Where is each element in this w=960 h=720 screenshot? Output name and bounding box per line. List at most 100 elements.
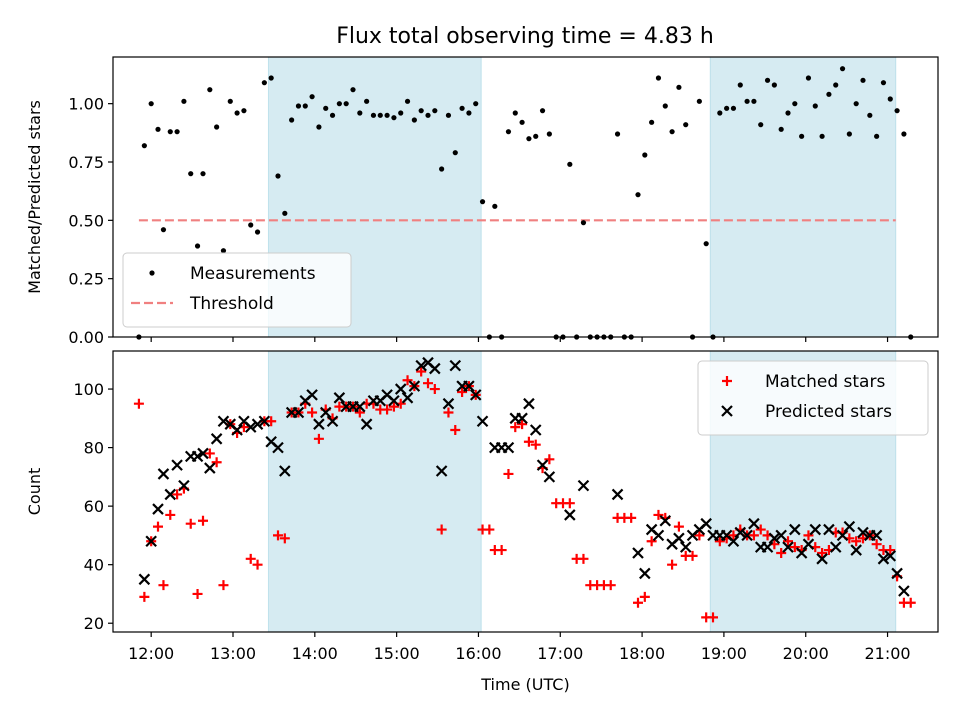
measurement-point <box>512 110 518 116</box>
measurement-point <box>181 98 187 104</box>
measurement-point <box>200 171 206 177</box>
matched-star-marker <box>354 407 365 418</box>
x-tick-label: 21:00 <box>864 644 910 663</box>
measurement-point <box>227 98 233 104</box>
predicted-star-marker <box>476 415 489 428</box>
matched-star-marker <box>639 591 650 602</box>
predicted-star-marker <box>816 553 828 565</box>
shaded-interval <box>709 56 897 338</box>
predicted-star-marker <box>516 412 528 425</box>
x-tick-label: 13:00 <box>210 644 256 663</box>
matched-star-marker <box>783 536 793 547</box>
predicted-star-marker <box>659 514 672 527</box>
matched-star-marker <box>694 530 705 541</box>
matched-star-marker <box>885 545 896 556</box>
predicted-star-marker <box>543 471 556 483</box>
matched-star-marker <box>517 419 528 430</box>
matched-star-marker <box>503 468 514 479</box>
y-tick-label: 20 <box>84 614 104 633</box>
x-tick-label: 15:00 <box>374 644 420 663</box>
measurement-point <box>751 98 757 104</box>
measurement-point <box>649 119 655 125</box>
predicted-star-marker <box>775 529 787 542</box>
matched-star-marker <box>211 457 222 468</box>
measurement-point <box>703 241 709 247</box>
measurement-point <box>336 101 342 107</box>
measurement-point <box>425 112 431 118</box>
matched-star-marker <box>817 547 828 558</box>
measurement-point <box>839 66 846 72</box>
measurement-point <box>669 129 675 135</box>
predicted-star-marker <box>251 418 264 430</box>
predicted-star-marker <box>138 573 151 586</box>
measurement-point <box>248 222 254 228</box>
measurement-point <box>505 129 512 135</box>
predicted-star-marker <box>809 523 822 536</box>
top-panel: 0.00 0.25 0.50 0.75 1.00 Matched/Predicted st… <box>25 56 939 347</box>
matched-star-marker <box>484 524 495 535</box>
predicted-star-marker <box>463 380 475 392</box>
predicted-star-marker <box>217 415 230 428</box>
y-tick-label: 0.25 <box>68 270 104 289</box>
measurement-point <box>466 110 472 116</box>
x-tick-label: 19:00 <box>701 644 747 663</box>
predicted-star-marker <box>564 509 576 521</box>
predicted-star-marker <box>306 389 318 401</box>
measurement-point <box>254 229 261 235</box>
matched-star-marker <box>633 597 643 608</box>
measurement-point <box>655 75 662 81</box>
measurement-point <box>155 126 161 132</box>
predicted-star-marker <box>523 397 535 410</box>
measurement-point <box>737 82 743 88</box>
matched-star-marker <box>496 545 507 556</box>
legend-label: Predicted stars <box>765 402 892 422</box>
predicted-star-marker <box>577 479 590 492</box>
predicted-star-marker <box>394 383 407 395</box>
predicted-star-marker <box>258 415 271 428</box>
predicted-star-marker <box>204 462 216 474</box>
measurement-point <box>268 75 274 81</box>
matched-star-marker <box>687 550 698 561</box>
measurement-point <box>302 103 308 109</box>
predicted-star-marker <box>857 526 869 539</box>
matched-star-marker <box>307 407 318 418</box>
predicted-star-marker <box>877 553 890 565</box>
measurement-point <box>758 122 764 128</box>
measurement-point <box>148 101 154 107</box>
predicted-star-marker <box>884 550 897 562</box>
measurement-point <box>874 133 880 139</box>
y-tick-label: 0.50 <box>68 211 104 230</box>
predicted-star-marker <box>734 526 747 539</box>
x-tick-label: 16:00 <box>455 644 501 663</box>
predicted-star-marker <box>850 544 862 556</box>
measurement-point <box>220 248 227 254</box>
measurement-point <box>533 133 539 139</box>
measurement-point <box>792 101 798 107</box>
matched-star-marker <box>245 553 256 564</box>
predicted-star-marker <box>408 380 421 392</box>
predicted-star-marker <box>768 532 781 545</box>
measurement-point <box>261 80 267 86</box>
matched-star-marker <box>436 524 447 535</box>
matched-star-marker <box>564 498 575 509</box>
measurement-point <box>398 110 404 116</box>
matched-star-marker <box>158 580 169 591</box>
matched-star-marker <box>185 518 196 529</box>
measurement-point <box>614 131 621 137</box>
measurement-point <box>683 122 689 128</box>
legend-label: Matched stars <box>765 372 885 392</box>
measurement-point <box>194 243 201 249</box>
y-tick-label: 0.75 <box>68 153 104 172</box>
measurement-point <box>207 87 213 93</box>
predicted-star-marker <box>388 394 400 407</box>
predicted-star-marker <box>231 424 243 436</box>
measurement-point <box>901 131 907 137</box>
legend-marker <box>722 376 732 386</box>
matched-star-marker <box>198 515 208 526</box>
predicted-star-marker <box>652 529 665 542</box>
measurement-point <box>167 129 173 135</box>
predicted-star-marker <box>319 406 332 419</box>
measurement-point <box>282 210 288 216</box>
predicted-star-marker <box>843 520 856 533</box>
measurement-point <box>833 82 839 88</box>
